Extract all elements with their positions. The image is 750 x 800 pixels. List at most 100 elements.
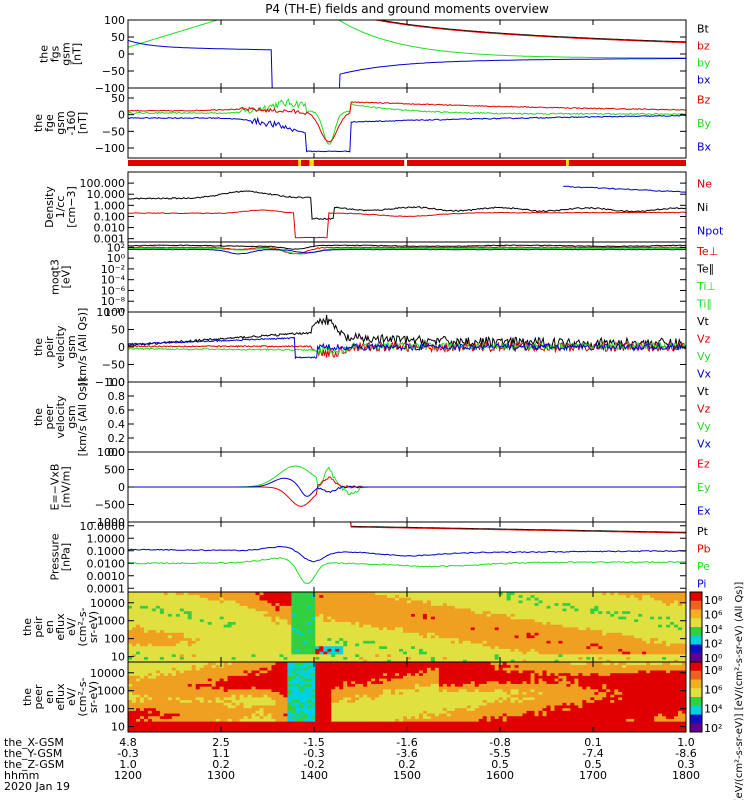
legend-efield-0: Ez — [697, 458, 710, 471]
y-tick-label: 0.0 — [108, 446, 126, 459]
series-fge-blue — [128, 114, 686, 153]
y-axis-label-line: en — [43, 690, 56, 704]
y-tick-label: 1.0 — [108, 376, 126, 389]
colorbar-label: 10² — [704, 638, 722, 651]
legend-peir-3: Vx — [697, 367, 712, 380]
legend-fgs-2: by — [697, 57, 711, 70]
series-peir-blue — [128, 336, 686, 360]
x-row-value: -0.3 — [303, 747, 324, 760]
y-tick-label: 10⁻² — [101, 263, 125, 276]
legend-efield-1: Ey — [697, 481, 711, 494]
x-row-label: the_X-GSM — [4, 736, 64, 749]
legend-temp-3: Ti∥ — [696, 297, 712, 310]
x-row-value: -0.8 — [489, 736, 510, 749]
colorbar-label: 10⁸ — [704, 664, 723, 677]
y-tick-label: 0.0010 — [87, 570, 126, 583]
x-row-value: 1500 — [393, 769, 421, 782]
y-tick-label: 100 — [104, 633, 125, 646]
legend-density-2: Npot — [697, 224, 724, 237]
y-axis-label-line: fge — [43, 114, 56, 132]
x-row-value: 0.5 — [584, 758, 602, 771]
x-row-value: 1.0 — [677, 736, 695, 749]
y-axis-label-line: the — [38, 45, 51, 63]
y-tick-label: 1000 — [97, 615, 125, 628]
panel-frame — [127, 381, 687, 453]
spectrogram-peir_en — [128, 592, 686, 662]
y-tick-label: −500 — [95, 499, 125, 512]
y-axis-label-line: (cm²-s- — [76, 677, 89, 716]
series-density-blue — [563, 185, 686, 193]
legend-fge-1: By — [697, 117, 712, 130]
panel-frame — [127, 87, 687, 159]
y-tick-label: 1.000 — [94, 199, 126, 212]
y-tick-label: 10⁰ — [107, 252, 126, 265]
mode-bar — [128, 160, 686, 166]
y-tick-label: 100.000 — [80, 177, 126, 190]
legend-efield-2: Ex — [697, 504, 711, 517]
y-axis-label-line: eV/ — [65, 688, 78, 706]
y-axis-label-line: the — [21, 688, 34, 706]
colorbar-swatch — [690, 635, 702, 645]
colorbar-swatch — [690, 714, 702, 724]
colorbar-swatch — [690, 705, 702, 715]
y-tick-label: 0.001 — [94, 233, 126, 246]
y-axis-label-line: eflux — [54, 683, 67, 711]
legend-pressure-0: Pt — [697, 525, 709, 538]
series-fge-green — [128, 98, 686, 145]
x-row-value: 0.5 — [491, 758, 509, 771]
y-axis-label-line: 1/cc — [54, 196, 67, 219]
x-row-value: 1.0 — [119, 758, 137, 771]
y-tick-label: −50 — [102, 65, 125, 78]
legend-fgs-0: Bt — [697, 23, 710, 36]
series-peir-green — [128, 341, 686, 355]
panel-peer: 1.00.80.60.40.20.0 thepeervelocitygsm[km/… — [32, 376, 712, 459]
y-axis-label-line: [eV] — [60, 266, 73, 289]
legend-temp-1: Te∥ — [696, 262, 714, 275]
y-tick-label: 0.0100 — [87, 557, 126, 570]
y-tick-label: 0 — [118, 341, 125, 354]
legend-pressure-1: Pb — [697, 542, 711, 555]
legend-density-0: Ne — [697, 178, 712, 191]
series-efield-blue — [128, 477, 686, 497]
y-axis-label-line: [nT] — [76, 112, 89, 134]
panels: 100500−50−100thefgsgsm[nT]Btbzbybx500−50… — [21, 14, 724, 734]
x-row-value: 1700 — [579, 769, 607, 782]
y-tick-label: 100 — [104, 14, 125, 27]
y-axis-label-line: gsm — [60, 42, 73, 65]
series-pressure-blue — [128, 545, 686, 563]
y-axis-label-line: the — [21, 618, 34, 636]
y-tick-label: 10⁻⁴ — [101, 274, 126, 287]
colorbar-swatch — [690, 723, 702, 733]
y-tick-label: 0.1000 — [87, 545, 126, 558]
y-axis-label: moqt3[eV] — [49, 259, 73, 295]
y-tick-label: 10⁻⁶ — [101, 284, 126, 297]
y-axis-label-line: -160 — [65, 111, 78, 136]
colorbar-label: 10⁶ — [704, 683, 723, 696]
series-fgs-green — [128, 20, 686, 59]
y-tick-label: 0.8 — [108, 390, 126, 403]
series-density-black — [128, 190, 686, 220]
y-tick-label: −100 — [95, 142, 125, 155]
y-tick-label: 0.010 — [94, 222, 126, 235]
y-tick-label: −100 — [95, 376, 125, 389]
mode-bar-segment — [298, 160, 301, 166]
y-axis-label-line: [km/s (All Qs)] — [76, 308, 89, 387]
y-tick-label: 10² — [107, 241, 125, 254]
colorbar-swatch — [690, 662, 702, 672]
y-axis-label: E=−VxB[mV/m] — [49, 464, 73, 511]
mode-bar-segment — [309, 160, 314, 166]
colorbar-swatch — [690, 679, 702, 689]
y-tick-label: 0 — [118, 481, 125, 494]
series-temp-red — [128, 246, 686, 255]
y-tick-label: −1000 — [88, 516, 125, 529]
y-tick-label: 0.6 — [108, 404, 126, 417]
y-axis-label-line: velocity — [54, 325, 67, 368]
y-tick-label: 0 — [118, 48, 125, 61]
